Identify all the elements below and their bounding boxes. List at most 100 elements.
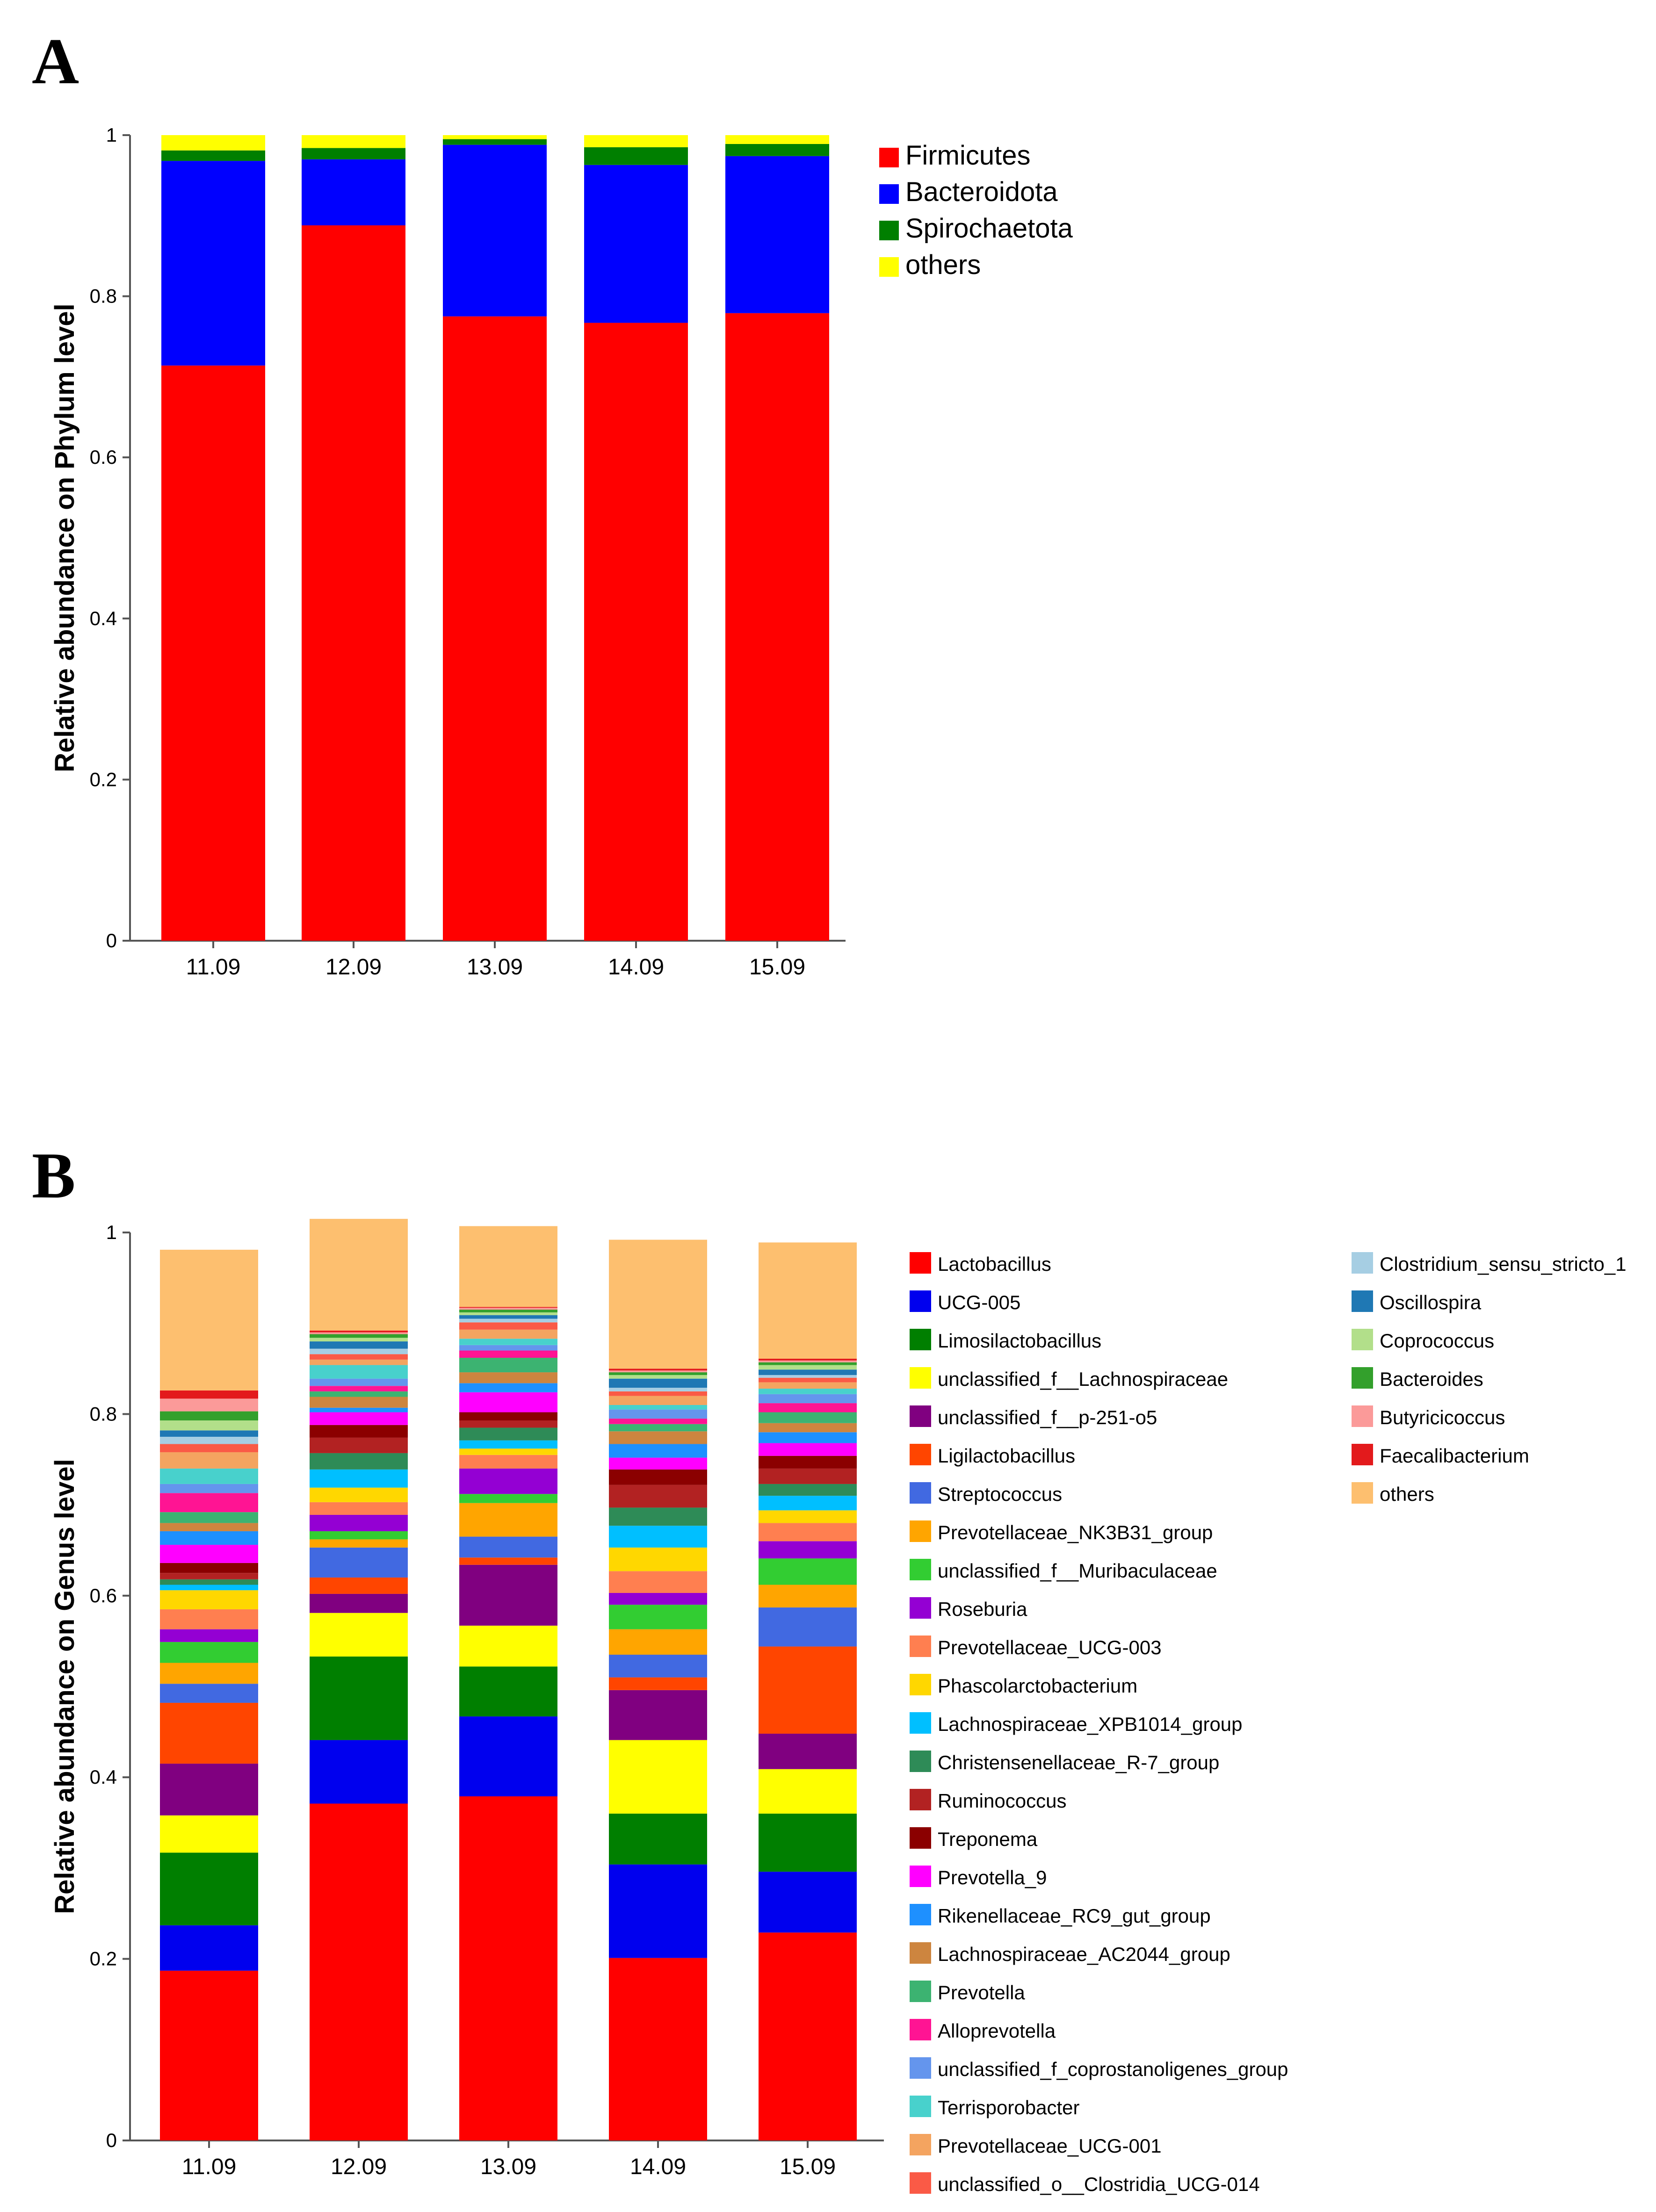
bar-segment-terrisporobacter-11-09 <box>160 1468 258 1484</box>
bar-segment-terrisporobacter-12-09 <box>310 1365 408 1379</box>
bar-segment-oscillospira-12-09 <box>310 1341 408 1349</box>
bar-segment-unclassified-o-clostridia-ucg-014-14-09 <box>609 1391 707 1396</box>
bar-segment-oscillospira-15-09 <box>759 1369 857 1375</box>
bar-segment-prevotella-13-09 <box>459 1357 557 1373</box>
bar-segment-lachnospiraceae-xpb1014-group-12-09 <box>310 1469 408 1488</box>
legend-swatch-rikenellaceae-rc9-gut-group <box>910 1904 931 1925</box>
legend-label-ligilactobacillus: Ligilactobacillus <box>938 1445 1075 1467</box>
y-tick-label: 1 <box>106 1221 117 1243</box>
bar-segment-alloprevotella-12-09 <box>310 1386 408 1391</box>
bar-segment-faecalibacterium-15-09 <box>759 1358 857 1361</box>
bar-segment-prevotellaceae-ucg-001-15-09 <box>759 1382 857 1389</box>
bar-segment-roseburia-15-09 <box>759 1541 857 1559</box>
legend-swatch-prevotella <box>910 1981 931 2002</box>
bar-segment-spirochaetota-11-09 <box>161 150 265 161</box>
legend-label-phascolarctobacterium: Phascolarctobacterium <box>938 1675 1137 1697</box>
legend-swatch-lachnospiraceae-xpb1014-group <box>910 1712 931 1734</box>
legend-label-firmicutes: Firmicutes <box>905 140 1030 171</box>
bar-segment-streptococcus-13-09 <box>459 1536 557 1558</box>
bar-segment-bacteroides-15-09 <box>759 1362 857 1365</box>
legend-label-prevotellaceae-ucg-001: Prevotellaceae_UCG-001 <box>938 2135 1162 2157</box>
x-tick-label: 11.09 <box>186 955 241 980</box>
bar-segment-ligilactobacillus-15-09 <box>759 1646 857 1734</box>
legend-swatch-others <box>879 257 899 277</box>
bar-segment-unclassified-f-p-251-o5-12-09 <box>310 1593 408 1613</box>
bar-segment-unclassified-o-clostridia-ucg-014-15-09 <box>759 1377 857 1383</box>
bar-segment-unclassified-o-clostridia-ucg-014-13-09 <box>459 1322 557 1330</box>
bar-segment-spirochaetota-13-09 <box>443 139 547 145</box>
bar-segment-streptococcus-14-09 <box>609 1655 707 1678</box>
bar-segment-others-14-09 <box>584 135 688 147</box>
bar-segment-treponema-15-09 <box>759 1455 857 1469</box>
bar-segment-treponema-11-09 <box>160 1563 258 1573</box>
legend-swatch-prevotellaceae-ucg-003 <box>910 1636 931 1657</box>
bar-segment-bacteroides-11-09 <box>160 1411 258 1420</box>
bar-segment-terrisporobacter-13-09 <box>459 1339 557 1345</box>
legend-label-christensenellaceae-r-7-group: Christensenellaceae_R-7_group <box>938 1751 1219 1773</box>
legend-label-unclassified-f-p-251-o5: unclassified_f__p-251-o5 <box>938 1406 1157 1428</box>
legend-swatch-clostridium-sensu-stricto-1 <box>1352 1252 1373 1274</box>
bar-segment-others-13-09 <box>459 1226 557 1307</box>
bar-segment-bacteroides-12-09 <box>310 1334 408 1338</box>
bar-segment-butyricicoccus-12-09 <box>310 1332 408 1334</box>
bar-segment-ligilactobacillus-13-09 <box>459 1557 557 1565</box>
bar-segment-lactobacillus-13-09 <box>459 1796 557 2140</box>
bar-segment-prevotellaceae-ucg-003-11-09 <box>160 1609 258 1629</box>
bar-segment-prevotellaceae-ucg-003-15-09 <box>759 1523 857 1542</box>
legend-label-bacteroidota: Bacteroidota <box>905 177 1058 207</box>
legend-label-oscillospira: Oscillospira <box>1380 1291 1482 1313</box>
legend-swatch-butyricicoccus <box>1352 1405 1373 1427</box>
legend-swatch-firmicutes <box>879 148 899 167</box>
x-tick-label: 13.09 <box>467 955 523 980</box>
bar-segment-prevotellaceae-nk3b31-group-12-09 <box>310 1539 408 1548</box>
bar-segment-phascolarctobacterium-12-09 <box>310 1487 408 1502</box>
bar-segment-lactobacillus-14-09 <box>609 1958 707 2140</box>
bar-segment-phascolarctobacterium-14-09 <box>609 1547 707 1571</box>
bar-segment-unclassified-f-muribaculaceae-13-09 <box>459 1494 557 1503</box>
bar-segment-spirochaetota-12-09 <box>302 148 405 159</box>
bar-segment-others-12-09 <box>310 1218 408 1331</box>
legend-label-unclassified-f-lachnospiraceae: unclassified_f__Lachnospiraceae <box>938 1368 1228 1390</box>
legend-swatch-unclassified-o-clostridia-ucg-014 <box>910 2172 931 2194</box>
legend-swatch-ucg-005 <box>910 1290 931 1312</box>
bar-segment-rikenellaceae-rc9-gut-group-14-09 <box>609 1444 707 1458</box>
legend-swatch-prevotella-9 <box>910 1866 931 1887</box>
bar-segment-bacteroidota-12-09 <box>302 159 405 225</box>
bar-segment-treponema-12-09 <box>310 1425 408 1438</box>
y-tick-label: 0.6 <box>90 1585 117 1607</box>
bar-segment-unclassified-f-p-251-o5-13-09 <box>459 1564 557 1626</box>
bar-segment-ucg-005-13-09 <box>459 1716 557 1796</box>
bar-segment-oscillospira-11-09 <box>160 1430 258 1437</box>
bar-segment-clostridium-sensu-stricto-1-11-09 <box>160 1436 258 1444</box>
bar-segment-ucg-005-15-09 <box>759 1872 857 1933</box>
bar-segment-ruminococcus-15-09 <box>759 1468 857 1484</box>
bar-segment-ligilactobacillus-14-09 <box>609 1677 707 1690</box>
bar-segment-ruminococcus-14-09 <box>609 1484 707 1508</box>
bar-segment-prevotellaceae-ucg-001-13-09 <box>459 1329 557 1339</box>
bar-segment-others-11-09 <box>161 135 265 151</box>
bar-segment-oscillospira-14-09 <box>609 1378 707 1388</box>
bar-segment-clostridium-sensu-stricto-1-14-09 <box>609 1388 707 1391</box>
bar-segment-roseburia-12-09 <box>310 1514 408 1531</box>
y-tick-label: 0.2 <box>90 768 117 790</box>
bar-segment-alloprevotella-13-09 <box>459 1350 557 1358</box>
legend-label-lactobacillus: Lactobacillus <box>938 1253 1051 1275</box>
bar-segment-christensenellaceae-r-7-group-14-09 <box>609 1507 707 1526</box>
bar-segment-lachnospiraceae-ac2044-group-13-09 <box>459 1372 557 1383</box>
legend-label-prevotella: Prevotella <box>938 1981 1025 2003</box>
y-tick-label: 1 <box>106 124 117 146</box>
x-tick-label: 13.09 <box>480 2154 536 2179</box>
bar-segment-lachnospiraceae-xpb1014-group-13-09 <box>459 1440 557 1449</box>
legend-label-prevotellaceae-ucg-003: Prevotellaceae_UCG-003 <box>938 1636 1162 1658</box>
legend-label-faecalibacterium: Faecalibacterium <box>1380 1445 1529 1467</box>
bar-segment-unclassified-o-clostridia-ucg-014-11-09 <box>160 1444 258 1452</box>
bar-segment-others-11-09 <box>160 1249 258 1391</box>
legend-swatch-prevotellaceae-ucg-001 <box>910 2134 931 2155</box>
legend-label-limosilactobacillus: Limosilactobacillus <box>938 1330 1101 1352</box>
bar-segment-faecalibacterium-11-09 <box>160 1390 258 1399</box>
bar-segment-unclassified-f-coprostanoligenes-group-14-09 <box>609 1409 707 1419</box>
bar-segment-terrisporobacter-15-09 <box>759 1389 857 1394</box>
y-tick-label: 0.4 <box>90 1766 117 1788</box>
bar-segment-lachnospiraceae-ac2044-group-14-09 <box>609 1431 707 1444</box>
legend-label-clostridium-sensu-stricto-1: Clostridium_sensu_stricto_1 <box>1380 1253 1627 1275</box>
